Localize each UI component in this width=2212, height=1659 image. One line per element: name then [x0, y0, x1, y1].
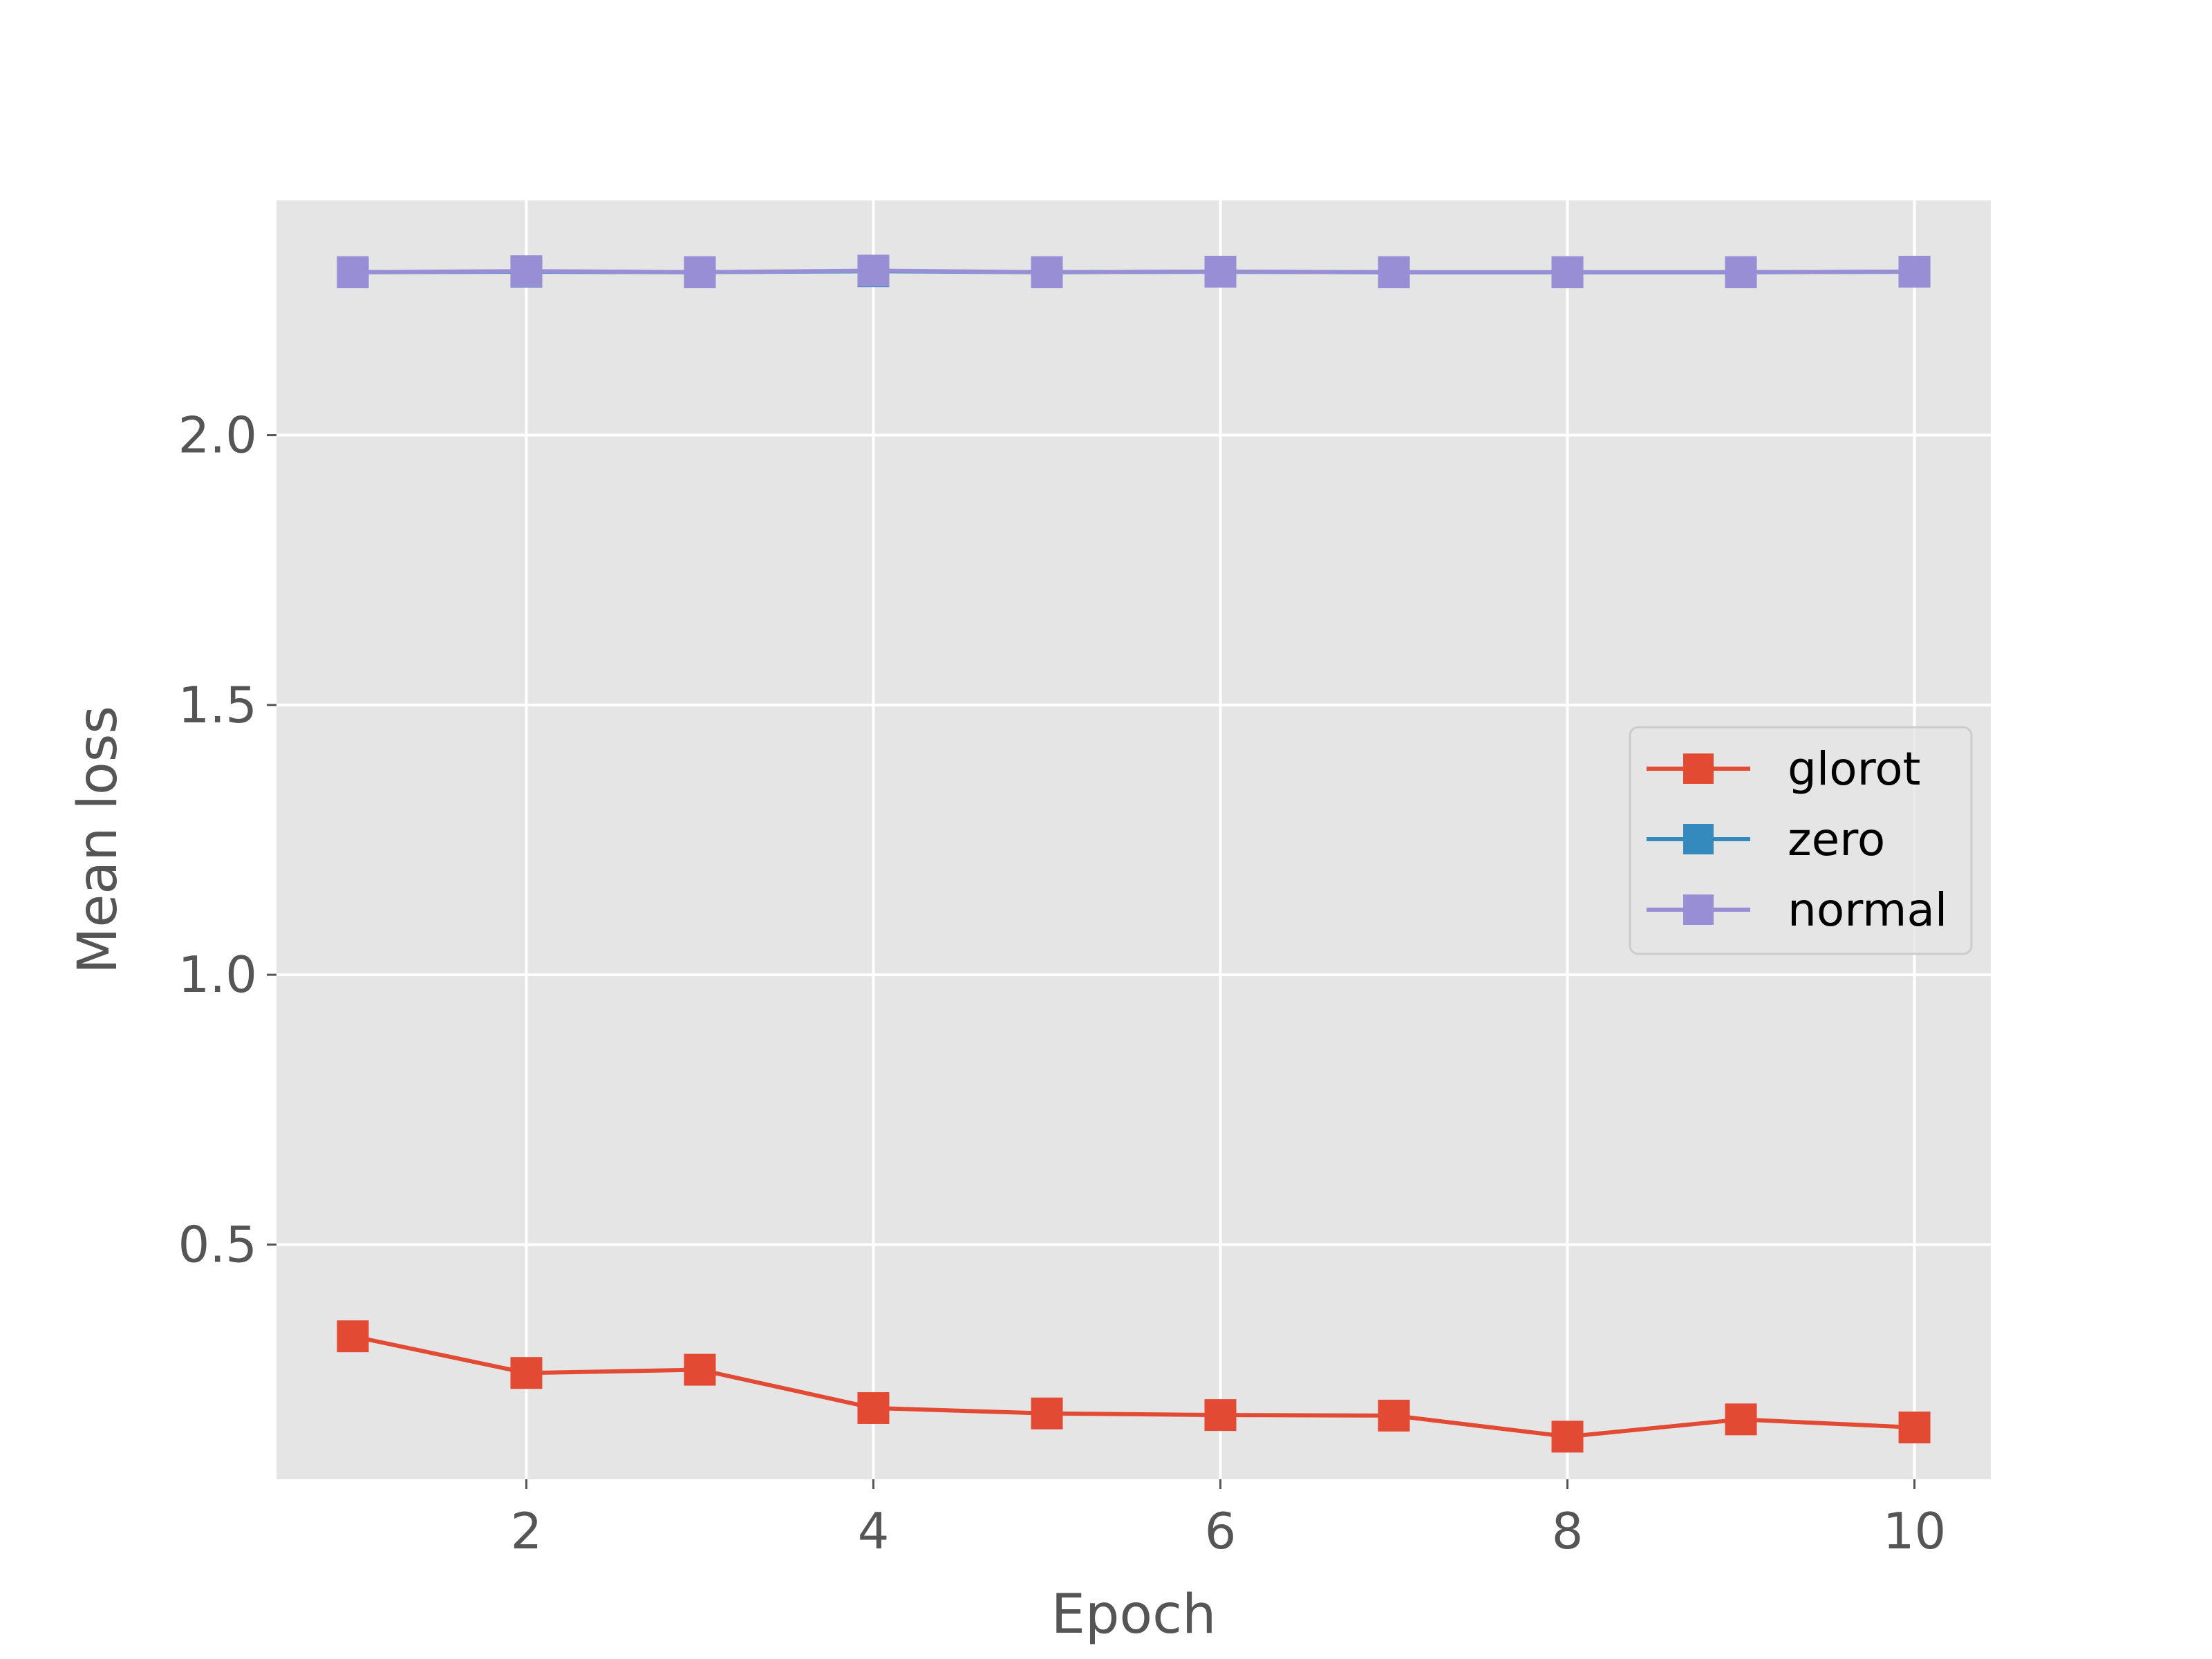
x-tick-label: 10 [1883, 1502, 1947, 1560]
data-point-glorot [510, 1357, 543, 1389]
legend-label-zero: zero [1788, 813, 1885, 866]
data-point-normal [684, 256, 716, 288]
data-point-normal [1898, 256, 1931, 288]
data-point-glorot [1378, 1399, 1410, 1432]
data-point-glorot [1204, 1399, 1237, 1432]
x-axis-label: Epoch [1051, 1584, 1217, 1646]
data-point-normal [1551, 256, 1584, 288]
series-line-glorot [352, 1334, 1915, 1439]
data-point-glorot [337, 1320, 369, 1353]
legend-label-normal: normal [1788, 883, 1947, 937]
legend-marker-zero [1683, 824, 1714, 854]
data-point-normal [1378, 256, 1410, 288]
x-tick-label: 2 [511, 1502, 543, 1560]
legend: glorot zero normal [1629, 726, 1973, 955]
data-point-glorot [1031, 1397, 1063, 1430]
data-point-normal [510, 255, 543, 288]
y-axis-label: Mean loss [67, 706, 129, 974]
data-point-glorot [857, 1391, 890, 1424]
data-point-normal [857, 254, 890, 287]
y-tick-label: 2.0 [178, 406, 257, 465]
data-point-glorot [1725, 1403, 1757, 1436]
y-tick-label: 0.5 [178, 1215, 257, 1273]
legend-label-glorot: glorot [1788, 742, 1921, 796]
x-tick-label: 8 [1552, 1502, 1584, 1560]
series-line-normal [353, 268, 1915, 274]
data-point-normal [337, 256, 369, 288]
data-point-glorot [684, 1353, 716, 1386]
series-layer [337, 254, 1931, 1453]
legend-marker-glorot [1683, 753, 1714, 784]
x-tick-label: 4 [858, 1502, 890, 1560]
legend-marker-normal [1683, 894, 1714, 925]
data-point-normal [1725, 256, 1757, 288]
axis-ticks: 2 4 6 8 10 0.5 1.0 1.5 2.0 [178, 406, 1946, 1560]
legend-box [1629, 726, 1973, 955]
y-tick-label: 1.0 [178, 946, 257, 1004]
grid-lines [276, 200, 1991, 1479]
data-point-normal [1031, 256, 1063, 288]
series-normal [337, 254, 1931, 288]
x-tick-label: 6 [1205, 1502, 1237, 1560]
series-glorot [337, 1320, 1931, 1453]
data-point-glorot [1551, 1421, 1584, 1453]
data-point-glorot [1898, 1412, 1931, 1444]
data-point-normal [1204, 256, 1237, 288]
y-tick-label: 1.5 [178, 676, 257, 734]
